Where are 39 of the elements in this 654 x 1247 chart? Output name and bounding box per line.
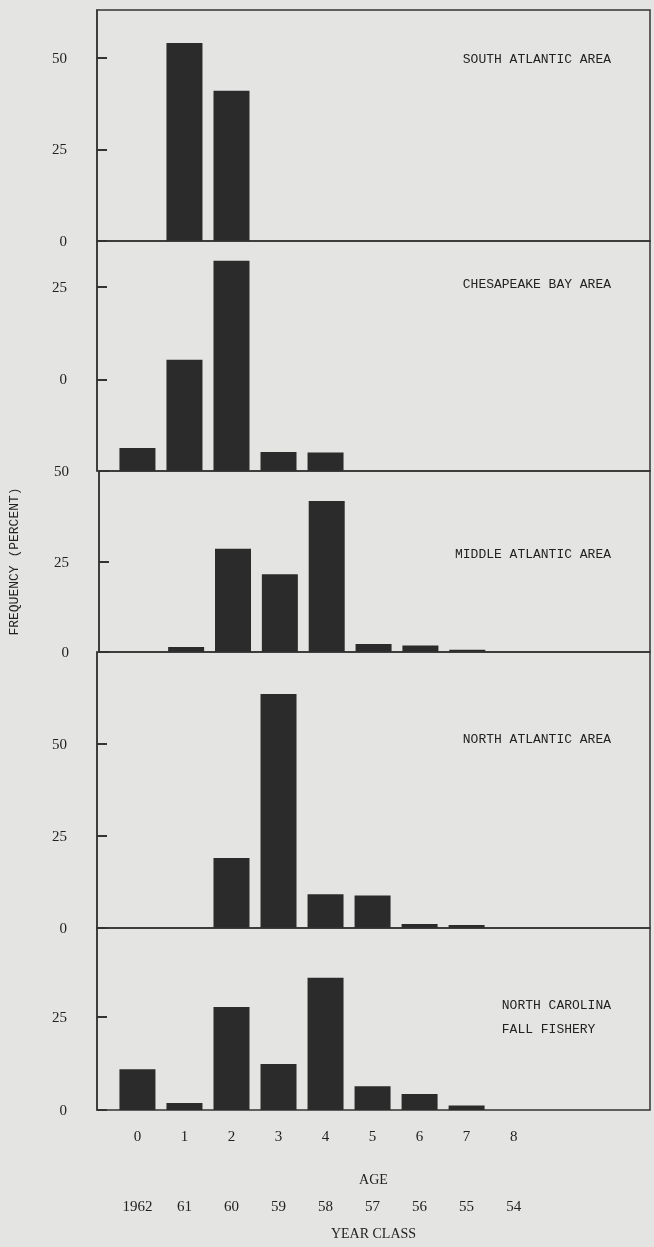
y-tick-label: 25 bbox=[52, 141, 67, 158]
y-tick-label: 0 bbox=[59, 233, 67, 249]
x-axis-title: AGE bbox=[359, 1171, 388, 1187]
x-tick-label: 5 bbox=[368, 1127, 377, 1144]
y-tick-label: 25 bbox=[52, 828, 67, 844]
y-tick-label: 25 bbox=[52, 1009, 67, 1026]
x2-tick-label: 61 bbox=[176, 1197, 192, 1214]
y-tick-label: 50 bbox=[52, 736, 67, 752]
y-tick-label: 0 bbox=[61, 644, 69, 660]
x2-tick-label: 54 bbox=[506, 1197, 522, 1214]
x-tick-label: 6 bbox=[415, 1127, 424, 1144]
y-tick-label: 25 bbox=[52, 278, 67, 295]
text: CHESAPEAKE BAY AREA bbox=[462, 276, 612, 292]
y-tick-label: 0 bbox=[59, 371, 67, 388]
x-tick-label: 8 bbox=[509, 1127, 518, 1144]
x2-axis-title: YEAR CLASS bbox=[330, 1225, 417, 1241]
y-tick-label: 50 bbox=[54, 463, 69, 479]
x-tick-label: 3 bbox=[274, 1127, 283, 1144]
y-tick-label: 50 bbox=[52, 49, 67, 66]
x-tick-label: 0 bbox=[133, 1127, 142, 1144]
y-axis-title: FREQUENCY (PERCENT) bbox=[7, 487, 22, 636]
text: MIDDLE ATLANTIC AREA bbox=[454, 546, 612, 562]
x-tick-label: 4 bbox=[321, 1127, 330, 1144]
x-tick-label: 1 bbox=[180, 1127, 189, 1144]
y-tick-label: 0 bbox=[59, 920, 67, 936]
y-tick-label: 25 bbox=[54, 553, 69, 570]
y-tick-label: 0 bbox=[59, 1102, 67, 1118]
x2-tick-label: 1962 bbox=[122, 1197, 153, 1214]
x-tick-label: 2 bbox=[227, 1127, 236, 1144]
x2-tick-label: 58 bbox=[318, 1197, 334, 1214]
x2-tick-label: 55 bbox=[459, 1197, 475, 1214]
text: NORTH CAROLINA FALL FISHERY bbox=[501, 997, 612, 1037]
x2-tick-label: 56 bbox=[412, 1197, 428, 1214]
x2-tick-label: 59 bbox=[271, 1197, 287, 1214]
text: NORTH ATLANTIC AREA bbox=[462, 731, 612, 747]
x2-tick-label: 60 bbox=[223, 1197, 239, 1214]
x-tick-label: 7 bbox=[462, 1127, 471, 1144]
text: SOUTH ATLANTIC AREA bbox=[462, 51, 612, 67]
x2-tick-label: 57 bbox=[365, 1197, 381, 1214]
